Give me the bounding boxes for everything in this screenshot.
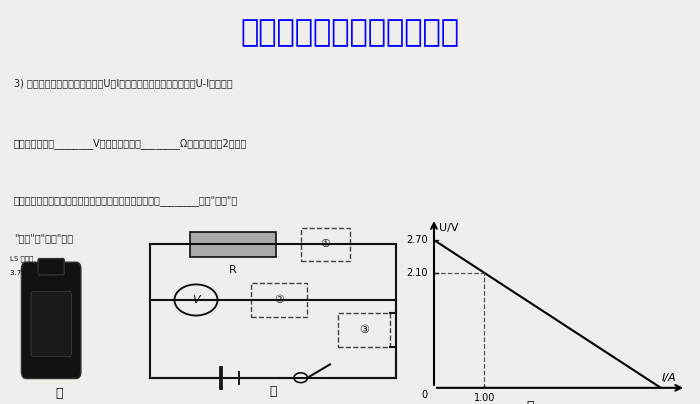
Text: I/A: I/A [662,373,676,383]
Text: ②: ② [274,295,284,305]
FancyBboxPatch shape [31,291,71,357]
Text: 电源的电动势为________V，电流表内阻为________Ω（结果均保留2位有效: 电源的电动势为________V，电流表内阻为________Ω（结果均保留2位… [14,138,247,149]
FancyBboxPatch shape [22,262,81,379]
FancyBboxPatch shape [38,259,64,275]
Text: LS 三元锂: LS 三元锂 [10,255,33,262]
Text: 3) 探究小组通过实验测得多组（U，I）数据，绘制出如图丙所示的U-I图线，则: 3) 探究小组通过实验测得多组（U，I）数据，绘制出如图丙所示的U-I图线，则 [14,78,232,88]
Text: V: V [193,295,200,305]
Text: "偏小"或"相等"）。: "偏小"或"相等"）。 [14,234,73,243]
Text: R: R [229,265,237,275]
Text: 数字），从实验原理上判断电动势的测量值与真实值相比________（填"偏大"、: 数字），从实验原理上判断电动势的测量值与真实值相比________（填"偏大"、 [14,196,238,206]
Text: ①: ① [321,240,330,249]
Text: ③: ③ [359,325,369,335]
Text: 0: 0 [422,390,428,400]
Text: 1.00: 1.00 [474,393,495,403]
Text: 乙: 乙 [270,385,276,398]
Text: 微信公众号关注：趣找答案: 微信公众号关注：趣找答案 [241,18,459,47]
Text: 2.10: 2.10 [406,268,428,278]
Bar [190,232,276,257]
Text: 3.7V 22Ah: 3.7V 22Ah [10,270,46,276]
Text: 2.70: 2.70 [406,235,428,245]
Text: 丙: 丙 [526,400,533,404]
Text: U/V: U/V [439,223,458,233]
Text: 甲: 甲 [56,387,63,400]
